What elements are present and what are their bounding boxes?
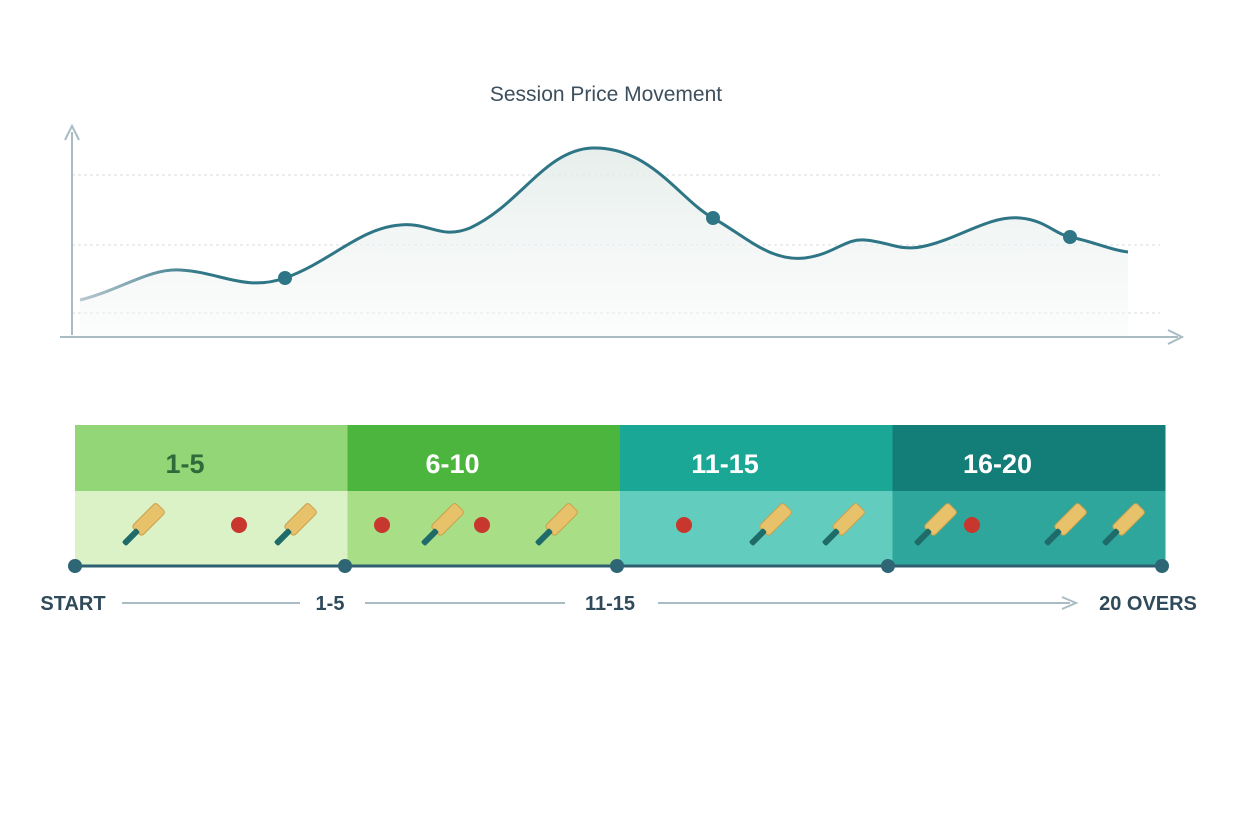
segment-body <box>75 491 348 566</box>
bat-handle <box>274 528 292 546</box>
bat-icon <box>749 503 792 546</box>
axis-arrow <box>64 123 80 141</box>
bat-handle <box>822 528 840 546</box>
over-segments: 1-5 6-10 11-15 16-20 <box>75 425 1166 566</box>
segment-body <box>620 491 893 566</box>
bat-handle <box>1044 528 1062 546</box>
bat-handle <box>1102 528 1120 546</box>
segment-label: 16-20 <box>963 449 1032 479</box>
area-fill <box>80 147 1128 337</box>
timeline-node <box>68 559 82 573</box>
ball-icon <box>676 517 692 533</box>
bat-handle <box>914 528 932 546</box>
bat-icon <box>914 503 957 546</box>
timeline-node <box>881 559 895 573</box>
timeline-node <box>1155 559 1169 573</box>
bat-icon <box>822 503 865 546</box>
ball-icon <box>964 517 980 533</box>
segment-label: 1-5 <box>165 449 204 479</box>
timeline: START 1-5 11-15 20 OVERS <box>40 559 1197 615</box>
curve-point <box>1063 230 1077 244</box>
timeline-node <box>610 559 624 573</box>
timeline-label: START <box>40 593 105 615</box>
chart-area <box>60 123 1185 345</box>
curve-point <box>706 211 720 225</box>
ball-icon <box>474 517 490 533</box>
axis-arrow <box>1167 329 1185 345</box>
bat-handle <box>749 528 767 546</box>
segment-header <box>347 425 621 491</box>
bat-icon <box>535 503 578 546</box>
bat-icon <box>421 503 464 546</box>
segment-header <box>892 425 1166 491</box>
bat-handle <box>421 528 439 546</box>
timeline-label: 1-5 <box>316 593 345 615</box>
bat-icon <box>1102 503 1145 546</box>
segment-label: 6-10 <box>425 449 479 479</box>
segment-header <box>75 425 348 491</box>
ball-icon <box>231 517 247 533</box>
timeline-node <box>338 559 352 573</box>
bat-icon <box>274 503 317 546</box>
timeline-arrow-head <box>1061 596 1079 610</box>
bat-icon <box>122 503 165 546</box>
bat-handle <box>535 528 553 546</box>
chart-title: Session Price Movement <box>490 83 722 106</box>
curve-point <box>278 271 292 285</box>
ball-icon <box>374 517 390 533</box>
segment-header <box>620 425 893 491</box>
bat-icon <box>1044 503 1087 546</box>
timeline-label: 11-15 <box>585 593 635 615</box>
bat-handle <box>122 528 140 546</box>
segment-label: 11-15 <box>691 449 759 479</box>
timeline-label: 20 OVERS <box>1099 593 1197 615</box>
